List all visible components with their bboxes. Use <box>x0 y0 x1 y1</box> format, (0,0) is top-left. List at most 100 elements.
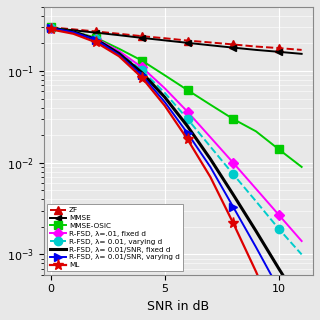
Line: MMSE-OSIC: MMSE-OSIC <box>46 23 306 171</box>
MMSE <box>231 46 235 50</box>
R-FSD, λ= 0.01/SNR, varying d <box>231 205 235 209</box>
Line: MMSE: MMSE <box>47 25 305 57</box>
R-FSD, λ= 0.01/SNR, fixed d <box>49 26 52 30</box>
Line: R-FSD, λ= 0.01/SNR, varying d: R-FSD, λ= 0.01/SNR, varying d <box>46 24 306 320</box>
R-FSD, λ= 0.01/SNR, varying d <box>163 100 167 104</box>
R-FSD, λ= 0.01, varying d <box>300 252 304 256</box>
MMSE-OSIC <box>254 129 258 133</box>
R-FSD, λ= 0.01, varying d <box>140 68 144 72</box>
ZF <box>277 46 281 50</box>
MMSE-OSIC <box>277 148 281 151</box>
MMSE <box>49 26 52 30</box>
MMSE <box>71 28 75 32</box>
R-FSD, λ= 0.01/SNR, varying d <box>208 165 212 169</box>
R-FSD, λ= 0.01, varying d <box>163 91 167 95</box>
R-FSD, λ= 0.01/SNR, fixed d <box>71 30 75 34</box>
ZF <box>208 41 212 44</box>
R-FSD, λ= 0.01/SNR, varying d <box>49 26 52 30</box>
MMSE-OSIC <box>71 29 75 33</box>
R-FSD, λ=.01, fixed d <box>49 26 52 30</box>
ML <box>231 221 235 225</box>
R-FSD, λ= 0.01/SNR, varying d <box>117 53 121 57</box>
X-axis label: SNR in dB: SNR in dB <box>147 300 210 313</box>
R-FSD, λ= 0.01, varying d <box>231 172 235 176</box>
MMSE-OSIC <box>49 25 52 29</box>
R-FSD, λ=.01, fixed d <box>117 49 121 53</box>
MMSE-OSIC <box>94 36 98 40</box>
R-FSD, λ=.01, fixed d <box>163 86 167 90</box>
MMSE-OSIC <box>117 47 121 51</box>
R-FSD, λ= 0.01/SNR, varying d <box>140 73 144 77</box>
MMSE-OSIC <box>186 88 189 92</box>
MMSE <box>254 48 258 52</box>
R-FSD, λ= 0.01/SNR, fixed d <box>163 95 167 99</box>
MMSE <box>94 31 98 35</box>
Line: ML: ML <box>45 24 307 320</box>
MMSE <box>208 43 212 47</box>
R-FSD, λ=.01, fixed d <box>300 239 304 243</box>
R-FSD, λ= 0.01, varying d <box>277 227 281 231</box>
R-FSD, λ=.01, fixed d <box>254 187 258 191</box>
R-FSD, λ= 0.01/SNR, varying d <box>94 38 98 42</box>
MMSE-OSIC <box>140 59 144 62</box>
MMSE <box>277 50 281 54</box>
ML <box>254 270 258 274</box>
R-FSD, λ= 0.01, varying d <box>254 199 258 203</box>
R-FSD, λ=.01, fixed d <box>94 37 98 41</box>
R-FSD, λ= 0.01/SNR, fixed d <box>208 157 212 161</box>
R-FSD, λ= 0.01/SNR, varying d <box>254 245 258 249</box>
R-FSD, λ= 0.01, varying d <box>186 117 189 121</box>
ML <box>208 175 212 179</box>
R-FSD, λ= 0.01/SNR, varying d <box>186 131 189 135</box>
ML <box>140 76 144 79</box>
MMSE <box>140 36 144 40</box>
ML <box>117 54 121 58</box>
ZF <box>254 44 258 48</box>
ML <box>186 137 189 141</box>
R-FSD, λ= 0.01, varying d <box>49 26 52 30</box>
ZF <box>186 39 189 43</box>
R-FSD, λ=.01, fixed d <box>231 161 235 165</box>
R-FSD, λ= 0.01, varying d <box>71 30 75 34</box>
R-FSD, λ= 0.01/SNR, varying d <box>71 30 75 34</box>
R-FSD, λ= 0.01/SNR, fixed d <box>186 124 189 128</box>
ZF <box>71 28 75 31</box>
Line: R-FSD, λ= 0.01/SNR, fixed d: R-FSD, λ= 0.01/SNR, fixed d <box>51 28 302 305</box>
ML <box>163 104 167 108</box>
R-FSD, λ= 0.01, varying d <box>94 37 98 41</box>
MMSE-OSIC <box>163 73 167 77</box>
R-FSD, λ=.01, fixed d <box>140 65 144 69</box>
ML <box>94 41 98 44</box>
R-FSD, λ=.01, fixed d <box>277 213 281 217</box>
R-FSD, λ= 0.01/SNR, fixed d <box>277 267 281 270</box>
R-FSD, λ= 0.01/SNR, fixed d <box>300 303 304 307</box>
MMSE <box>300 52 304 56</box>
ZF <box>163 36 167 40</box>
MMSE-OSIC <box>300 165 304 169</box>
R-FSD, λ=.01, fixed d <box>71 30 75 34</box>
MMSE-OSIC <box>231 117 235 121</box>
R-FSD, λ= 0.01/SNR, fixed d <box>94 38 98 42</box>
Line: R-FSD, λ= 0.01, varying d: R-FSD, λ= 0.01, varying d <box>46 24 306 259</box>
R-FSD, λ= 0.01/SNR, fixed d <box>117 52 121 55</box>
R-FSD, λ=.01, fixed d <box>208 135 212 139</box>
MMSE <box>117 33 121 37</box>
ZF <box>231 43 235 46</box>
R-FSD, λ= 0.01/SNR, fixed d <box>231 193 235 196</box>
Line: R-FSD, λ=.01, fixed d: R-FSD, λ=.01, fixed d <box>47 25 305 244</box>
ZF <box>49 25 52 29</box>
ML <box>49 28 52 31</box>
R-FSD, λ= 0.01, varying d <box>208 145 212 148</box>
R-FSD, λ= 0.01/SNR, fixed d <box>140 71 144 75</box>
MMSE <box>163 38 167 42</box>
R-FSD, λ= 0.01, varying d <box>117 51 121 55</box>
ZF <box>140 34 144 38</box>
R-FSD, λ= 0.01/SNR, varying d <box>277 287 281 291</box>
ZF <box>300 48 304 52</box>
Line: ZF: ZF <box>46 23 306 54</box>
ZF <box>117 32 121 36</box>
ZF <box>94 29 98 33</box>
ML <box>71 32 75 36</box>
R-FSD, λ= 0.01/SNR, fixed d <box>254 229 258 233</box>
R-FSD, λ=.01, fixed d <box>186 110 189 114</box>
